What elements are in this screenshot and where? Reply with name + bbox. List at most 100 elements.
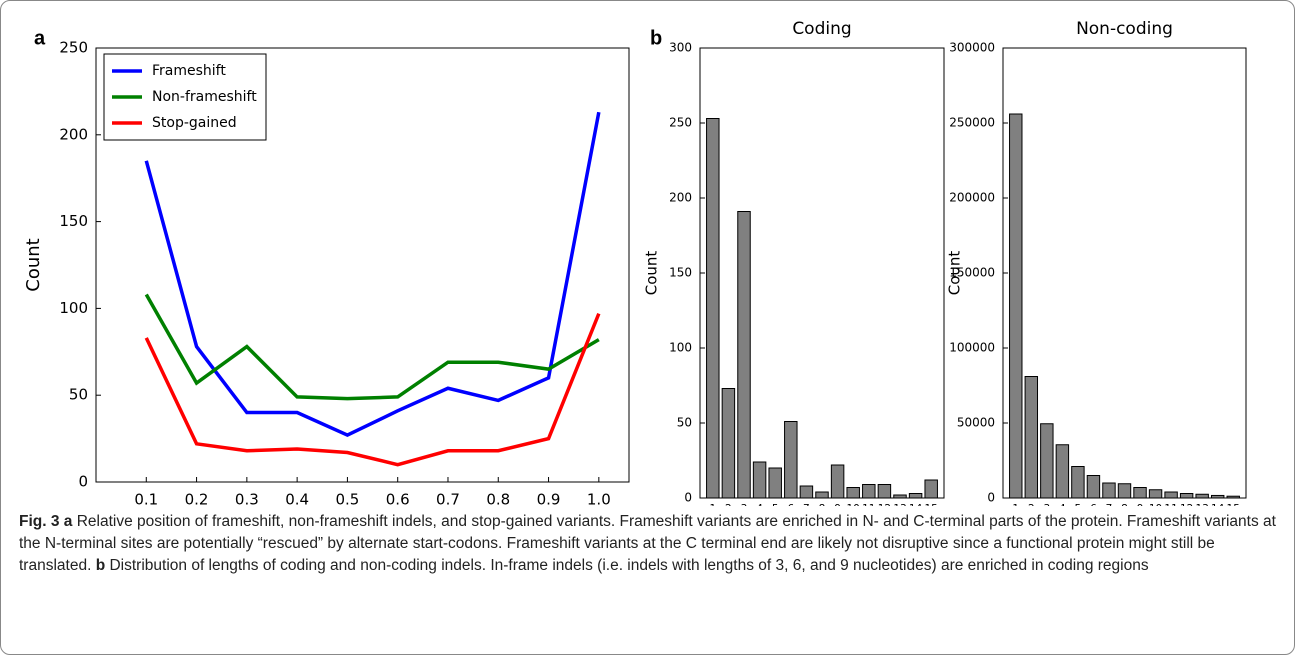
y-tick-label: 200000 (949, 191, 995, 205)
legend-label: Non-frameshift (152, 89, 257, 105)
x-tick-label: 7 (803, 503, 810, 506)
bar (706, 118, 720, 499)
panel-label: a (34, 27, 46, 49)
x-tick-label: 13 (893, 503, 906, 506)
bar (737, 211, 751, 499)
y-tick-label: 250000 (949, 116, 995, 130)
x-tick-label: 0.6 (386, 491, 410, 507)
x-tick-label: 7 (1106, 503, 1113, 506)
y-tick-label: 50000 (957, 416, 995, 430)
caption: Fig. 3 a Relative position of frameshift… (19, 511, 1281, 577)
bar (1071, 466, 1085, 499)
bar (1086, 475, 1101, 499)
y-tick-label: 150 (669, 266, 692, 280)
x-tick-label: 6 (787, 503, 794, 506)
y-tick-label: 100000 (949, 341, 995, 355)
x-tick-label: 10 (1149, 503, 1162, 506)
x-tick-label: 8 (819, 503, 826, 506)
legend-label: Stop-gained (152, 115, 237, 131)
bar (877, 484, 892, 499)
line-series (144, 293, 600, 401)
x-tick-label: 4 (1059, 503, 1066, 506)
x-tick-label: 13 (1195, 503, 1208, 506)
x-tick-label: 0.4 (285, 491, 309, 507)
bar (721, 388, 736, 499)
x-tick-label: 9 (834, 503, 841, 506)
plot-frame (699, 47, 945, 499)
y-tick-label: 0 (78, 473, 88, 491)
x-tick-label: 3 (1043, 503, 1050, 506)
x-tick-label: 0.8 (486, 491, 510, 507)
bar (1055, 444, 1070, 499)
line-series (144, 111, 601, 438)
y-tick-label: 150000 (949, 266, 995, 280)
x-tick-label: 9 (1137, 503, 1144, 506)
y-tick-label: 300 (669, 41, 692, 55)
x-tick-label: 1 (1012, 503, 1019, 506)
x-tick-label: 0.9 (537, 491, 561, 507)
y-tick-label: 300000 (949, 41, 995, 55)
x-tick-label: 2 (725, 503, 732, 506)
caption-b-text: Distribution of lengths of coding and no… (109, 557, 1149, 574)
bar (1040, 423, 1054, 499)
x-tick-label: 3 (741, 503, 748, 506)
bar (1179, 493, 1194, 499)
bar (830, 464, 845, 499)
caption-a-label: a (63, 513, 73, 530)
bar (908, 493, 923, 499)
y-tick-label: 200 (59, 125, 88, 143)
x-tick-label: 12 (878, 503, 891, 506)
x-tick-label: 8 (1121, 503, 1128, 506)
line-series (144, 312, 601, 467)
y-axis-label: Count (643, 251, 661, 296)
x-tick-label: 1.0 (587, 491, 611, 507)
x-tick-label: 11 (862, 503, 875, 506)
bar (1164, 491, 1178, 499)
bar (784, 421, 798, 499)
caption-a-text: Relative position of frameshift, non-fra… (19, 513, 1276, 574)
y-axis-label: Count (23, 238, 44, 291)
bar (1148, 489, 1163, 499)
x-tick-label: 1 (709, 503, 716, 506)
x-tick-label: 0.7 (436, 491, 460, 507)
bar (1024, 376, 1039, 499)
figure-label: Fig. 3 (19, 513, 60, 530)
caption-b-label: b (95, 557, 106, 574)
bar (752, 461, 767, 499)
x-tick-label: 10 (847, 503, 860, 506)
bar (846, 487, 860, 499)
y-tick-label: 100 (669, 341, 692, 355)
bar (924, 479, 938, 499)
y-tick-label: 150 (59, 212, 88, 230)
chart-title: Non-coding (1076, 19, 1173, 39)
x-tick-label: 6 (1090, 503, 1097, 506)
x-tick-label: 4 (756, 503, 763, 506)
bar (768, 467, 782, 499)
bar (799, 485, 814, 499)
bar (815, 491, 829, 499)
x-tick-label: 12 (1180, 503, 1193, 506)
x-tick-label: 2 (1028, 503, 1035, 506)
plot-frame (1002, 47, 1247, 499)
bar (1102, 482, 1116, 499)
x-tick-label: 14 (1211, 503, 1225, 506)
plot-frame (95, 47, 630, 483)
x-tick-label: 15 (925, 503, 938, 506)
x-tick-label: 0.3 (235, 491, 259, 507)
bar (1009, 113, 1023, 499)
chart-title: Coding (792, 19, 851, 39)
x-tick-label: 0.2 (185, 491, 209, 507)
x-tick-label: 5 (772, 503, 779, 506)
panel-label: b (650, 27, 662, 49)
charts: a050100150200250Relative position in the… (23, 19, 1247, 507)
y-tick-label: 0 (987, 491, 995, 505)
y-tick-label: 50 (69, 386, 88, 404)
y-tick-label: 100 (59, 299, 88, 317)
x-tick-label: 5 (1075, 503, 1082, 506)
y-tick-label: 250 (669, 116, 692, 130)
y-tick-label: 200 (669, 191, 692, 205)
y-tick-label: 0 (684, 491, 692, 505)
y-tick-label: 250 (59, 39, 88, 57)
x-tick-label: 0.5 (335, 491, 359, 507)
